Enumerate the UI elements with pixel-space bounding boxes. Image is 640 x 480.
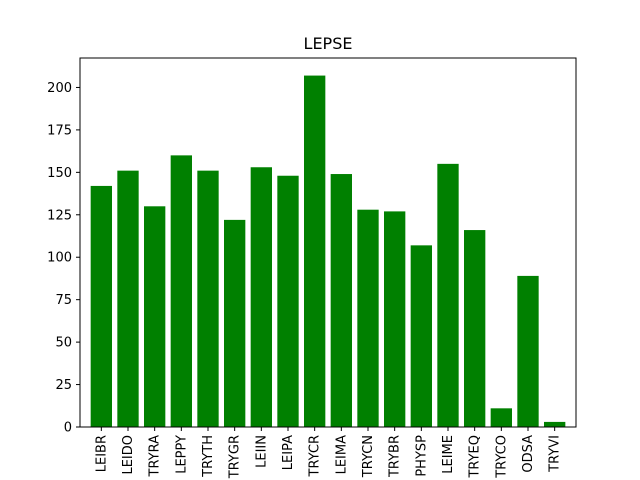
x-tick-label: TRYCN [361,435,376,478]
x-tick-label: TRYCR [308,435,323,477]
x-tick-label: LEIBR [94,435,109,472]
bar-trycn [357,209,379,427]
x-tick-label: TRYEQ [468,435,483,479]
bar-tryco [490,408,512,427]
bar-trygr [224,219,246,427]
y-tick-label: 150 [47,166,72,181]
bar-odsa [517,275,539,427]
x-tick-label: LEPPY [174,435,189,474]
bar-leppy [170,155,192,428]
x-tick-label: LEIPA [281,435,296,470]
x-tick-label: LEIMA [334,435,349,475]
bar-leiin [250,167,272,427]
y-tick-label: 175 [47,123,72,138]
bar-leima [330,174,352,427]
x-tick-label: PHYSP [414,435,429,477]
y-tick-label: 25 [55,378,72,393]
bar-tryth [197,170,219,427]
x-tick-label: TRYRA [148,435,163,478]
x-tick-label: LEIDO [121,435,136,475]
x-tick-label: TRYVI [548,435,563,473]
y-tick-label: 75 [55,293,72,308]
bar-tryra [144,206,166,427]
bar-trycr [304,75,326,428]
y-tick-label: 200 [47,81,72,96]
plot-frame [79,57,577,428]
bar-tryeq [464,230,486,427]
x-tick-label: ODSA [521,435,536,473]
chart-title: LEPSE [304,34,353,53]
bars-group [90,75,566,428]
x-tick-label: TRYGR [228,435,243,479]
x-tick-label: LEIIN [254,435,269,468]
bar-leipa [277,175,299,427]
y-tick-label: 0 [64,421,72,436]
bar-leido [117,170,139,427]
y-tick-label: 100 [47,251,72,266]
x-axis: LEIBR LEIDO TRYRA LEPPY TRYTH TRYGR LEIIN LEIPA… [94,427,563,479]
x-tick-label: TRYBR [388,435,403,478]
x-tick-label: TRYTH [201,435,216,478]
bar-trybr [384,211,406,427]
bar-leibr [90,185,112,427]
x-tick-label: TRYCO [494,435,509,479]
y-tick-label: 50 [55,336,72,351]
x-tick-label: LEIME [441,435,456,474]
bar-physp [410,245,432,427]
bar-tryvi [544,421,566,427]
y-tick-label: 125 [47,208,72,223]
bar-leime [437,163,459,427]
y-axis: 0 25 50 75 100 125 150 175 200 [47,81,80,436]
